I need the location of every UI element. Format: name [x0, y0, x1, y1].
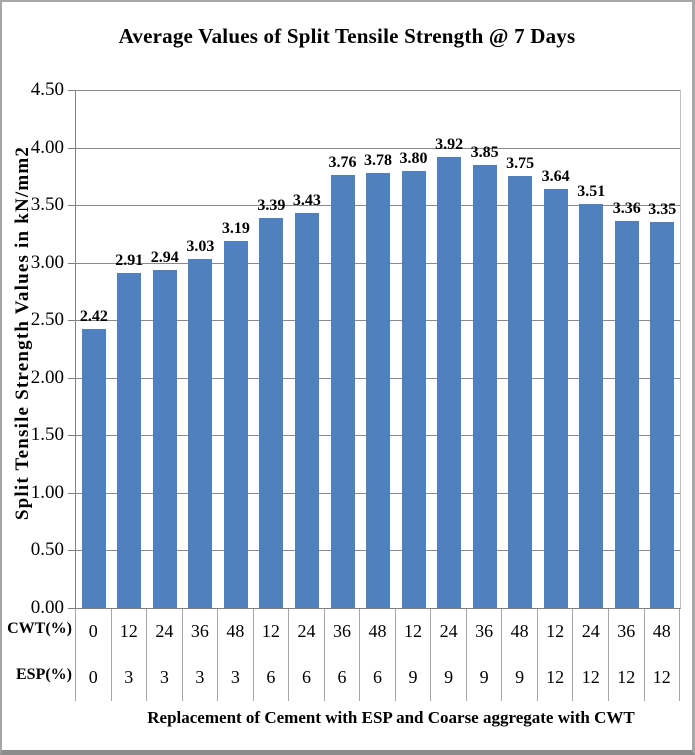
esp-cell: 9	[430, 653, 466, 701]
bar	[366, 172, 390, 608]
bar-value-label: 2.42	[79, 308, 108, 326]
bar	[472, 164, 497, 608]
x-axis-row-cwt: 0 12 24 36 48 12 24 36 48 12 24 36 48 12 24 36 48	[75, 609, 681, 653]
bar-value-label: 3.80	[399, 149, 428, 167]
esp-cell: 9	[465, 653, 502, 701]
bar	[650, 222, 675, 608]
bar-value-label: 3.36	[612, 200, 641, 218]
cwt-cell: 12	[536, 609, 573, 653]
y-axis-tick	[68, 147, 75, 149]
y-axis-tick-label: 3.50	[30, 194, 64, 216]
cwt-cell: 12	[110, 609, 147, 653]
x-axis-row-esp: 0 3 3 3 3 6 6 6 6 9 9 9 9 12 12 12 12	[75, 653, 681, 701]
cwt-cell: 36	[181, 609, 218, 653]
y-axis-tick-label: 0.50	[30, 539, 64, 561]
bar-value-label: 3.39	[257, 196, 286, 214]
chart-title: Average Values of Split Tensile Strength…	[118, 24, 576, 48]
esp-cell: 3	[217, 653, 253, 701]
y-axis-tick-label: 0.00	[30, 597, 64, 618]
y-axis-tick	[68, 435, 75, 437]
y-axis-tick-label: 1.00	[30, 481, 64, 503]
cwt-cell: 24	[288, 609, 324, 653]
esp-cell: 12	[607, 653, 644, 701]
esp-cell: 6	[288, 653, 324, 701]
bar	[259, 217, 284, 608]
cwt-cell: 12	[252, 609, 289, 653]
row-header-cwt: CWT(%)	[7, 620, 72, 637]
bar	[223, 240, 248, 608]
cwt-cell: 12	[394, 609, 431, 653]
bar-value-label: 3.75	[506, 155, 535, 173]
bar	[188, 259, 213, 608]
y-axis-tick-label: 2.00	[30, 366, 64, 388]
row-header-esp: ESP(%)	[16, 666, 72, 683]
bar-value-label: 3.51	[577, 183, 606, 200]
gridline	[76, 147, 680, 149]
esp-cell: 6	[323, 653, 360, 701]
plot-area: 2.42 2.91 2.94 3.03 3.19 3.39 3.43 3.76 3.78 3.80…	[75, 90, 681, 609]
x-axis-title: Replacement of Cement with ESP and Coars…	[147, 708, 635, 727]
cwt-cell: 36	[323, 609, 360, 653]
esp-cell: 12	[643, 653, 681, 701]
esp-cell: 0	[75, 653, 111, 701]
bar-value-label: 3.03	[186, 238, 215, 256]
y-axis-tick	[68, 320, 75, 322]
bar	[294, 213, 319, 608]
y-axis-tick	[68, 205, 75, 207]
cwt-cell: 24	[572, 609, 608, 653]
bar	[152, 269, 177, 608]
bar-value-label: 3.35	[648, 201, 677, 219]
y-axis-tick	[68, 90, 75, 91]
cwt-cell: 0	[75, 609, 111, 653]
bar	[579, 204, 604, 608]
esp-cell: 12	[572, 653, 608, 701]
esp-cell: 3	[181, 653, 218, 701]
bar-value-label: 3.92	[435, 135, 464, 153]
bar	[117, 273, 142, 608]
cwt-cell: 36	[607, 609, 644, 653]
y-axis-tick-label: 4.00	[30, 136, 64, 158]
bar-value-label: 3.85	[470, 143, 499, 161]
y-axis-tick	[68, 550, 75, 552]
esp-cell: 3	[146, 653, 182, 701]
cwt-cell: 36	[465, 609, 502, 653]
bar-value-label: 3.78	[364, 151, 392, 169]
esp-cell: 12	[536, 653, 573, 701]
gridline	[76, 90, 680, 91]
bar	[401, 170, 426, 608]
bar	[614, 221, 639, 608]
cwt-cell: 24	[146, 609, 182, 653]
esp-cell: 6	[252, 653, 289, 701]
cwt-cell: 48	[501, 609, 537, 653]
y-axis-tick-label: 2.50	[30, 309, 64, 331]
y-axis-tick	[68, 262, 75, 264]
bar	[437, 156, 462, 608]
bar	[330, 175, 355, 608]
esp-cell: 6	[359, 653, 395, 701]
bar-value-label: 3.19	[221, 219, 250, 237]
esp-cell: 9	[501, 653, 537, 701]
bar-value-label: 3.43	[292, 192, 321, 210]
bar-value-label: 3.64	[541, 168, 570, 185]
bar-value-label: 2.91	[115, 252, 144, 269]
y-axis-tick-label: 1.50	[30, 424, 64, 446]
y-axis-tick	[68, 492, 75, 494]
y-axis-tick	[68, 377, 75, 379]
cwt-cell: 48	[643, 609, 681, 653]
esp-cell: 3	[110, 653, 147, 701]
esp-cell: 9	[394, 653, 431, 701]
bar	[81, 329, 106, 608]
bar	[543, 189, 568, 608]
y-axis-tick-label: 4.50	[30, 79, 64, 100]
y-axis-tick	[68, 608, 75, 609]
cwt-cell: 48	[217, 609, 253, 653]
bar-value-label: 3.76	[328, 154, 357, 172]
cwt-cell: 24	[430, 609, 466, 653]
bar	[508, 176, 533, 608]
cwt-cell: 48	[359, 609, 395, 653]
y-axis-tick-label: 3.00	[30, 251, 64, 273]
bar-value-label: 2.94	[150, 248, 179, 266]
